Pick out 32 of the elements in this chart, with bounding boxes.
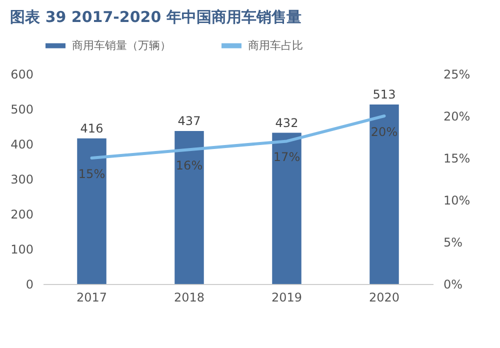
bar	[77, 138, 106, 284]
y2-tick-label: 10%	[444, 194, 470, 208]
x-tick-label: 2017	[76, 290, 108, 304]
data-label: 17%	[273, 150, 300, 164]
y-tick-label: 500	[10, 102, 34, 116]
chart-title: 图表 39 2017-2020 年中国商用车销售量	[10, 8, 302, 26]
data-label: 416	[80, 121, 104, 136]
y2-tick-label: 0%	[444, 278, 463, 292]
x-tick-label: 2020	[368, 290, 400, 304]
legend-label: 商用车销量（万辆）	[72, 38, 171, 52]
bar	[174, 131, 204, 284]
legend-label: 商用车占比	[248, 38, 303, 52]
bar	[370, 104, 399, 284]
y2-tick-label: 20%	[444, 110, 470, 124]
data-label: 20%	[370, 125, 398, 139]
y2-tick-label: 5%	[444, 236, 463, 250]
y-tick-label: 0	[26, 278, 34, 292]
data-label: 513	[372, 87, 396, 102]
data-label: 16%	[176, 158, 203, 173]
data-label: 15%	[78, 167, 106, 181]
bar	[272, 132, 302, 284]
x-tick-label: 2019	[271, 290, 302, 304]
y-tick-label: 200	[10, 208, 34, 222]
y2-tick-label: 15%	[444, 152, 470, 166]
x-tick-label: 2018	[174, 290, 205, 304]
y2-tick-label: 25%	[444, 68, 470, 82]
data-label: 432	[275, 116, 298, 130]
y-tick-label: 100	[10, 242, 34, 256]
y-tick-label: 400	[10, 138, 34, 152]
y-tick-label: 600	[10, 68, 34, 82]
data-label: 437	[178, 114, 201, 128]
y-tick-label: 300	[10, 172, 34, 186]
